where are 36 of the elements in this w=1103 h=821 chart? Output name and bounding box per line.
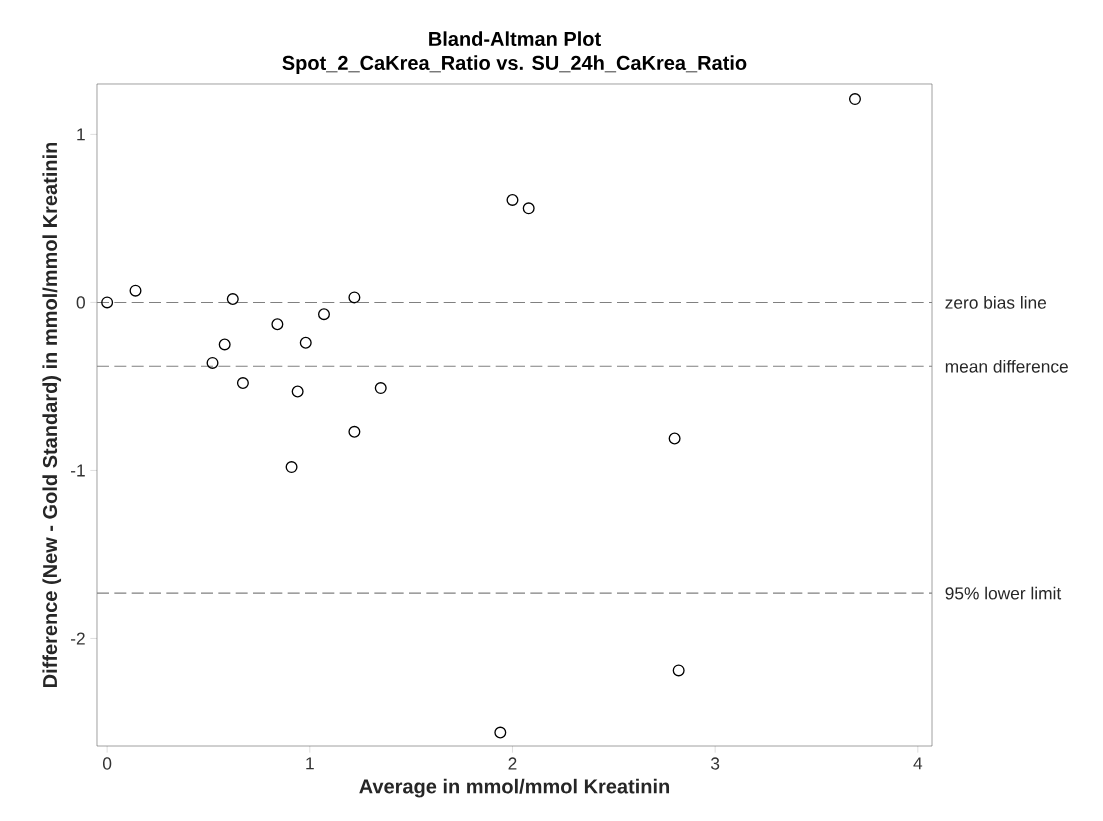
y-tick-label: -1	[70, 464, 85, 477]
point	[668, 432, 681, 445]
chart-title: Bland-Altman Plot	[429, 31, 601, 46]
point	[348, 425, 361, 438]
point	[506, 193, 519, 206]
point	[348, 291, 361, 304]
x-tick-label: 4	[913, 757, 923, 770]
point	[236, 377, 249, 390]
point	[226, 293, 239, 306]
x-tick-label: 2	[508, 757, 517, 770]
point	[271, 318, 284, 331]
x-tick-label: 0	[102, 757, 112, 770]
ref-line-label: zero bias line	[945, 296, 1047, 309]
point	[129, 284, 142, 297]
point	[494, 726, 507, 739]
y-axis-title: Difference (New - Gold Standard) in mmol/mmol Kreatinin	[42, 142, 62, 688]
point	[374, 382, 387, 395]
x-tick-label: 1	[306, 757, 314, 770]
ref-line-label: mean difference	[945, 359, 1068, 373]
x-axis-title: Average in mmol/mmol Kreatinin	[359, 778, 670, 798]
point	[218, 338, 231, 351]
point	[848, 93, 861, 106]
point	[672, 664, 685, 677]
y-tick-label: -2	[70, 632, 85, 645]
point	[206, 356, 219, 369]
y-tick-label: 1	[77, 128, 85, 141]
point	[291, 385, 304, 398]
ref-line-label: 95% lower limit	[945, 586, 1062, 600]
point	[285, 461, 298, 474]
x-tick-label: 3	[711, 757, 720, 770]
point	[101, 296, 114, 309]
point	[522, 202, 535, 215]
chart-subtitle: Spot_2_CaKrea_Ratio vs. SU_24h_CaKrea_Ratio	[282, 55, 747, 74]
point	[317, 308, 330, 321]
point	[299, 336, 312, 349]
y-tick-label: 0	[76, 296, 85, 309]
